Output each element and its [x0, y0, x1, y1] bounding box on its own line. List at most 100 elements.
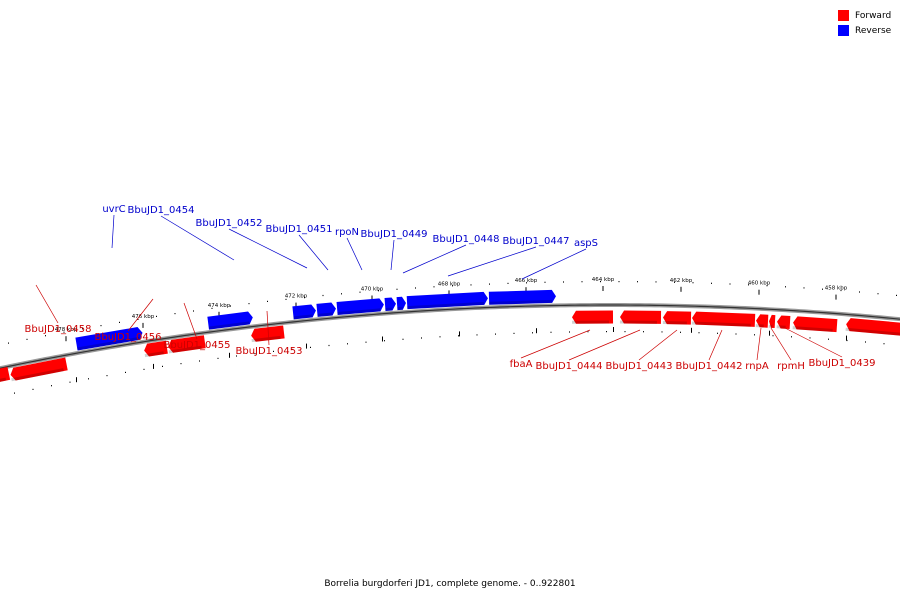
forward-gene-6-label: BbuJD1_0443 [605, 361, 672, 372]
scale-dot-bottom [661, 331, 663, 333]
reverse-gene-7-leader [447, 246, 537, 277]
reverse-gene-0449b [396, 296, 406, 311]
tick-label: 462 kbp [670, 278, 693, 284]
reverse-gene-1-leader [160, 215, 235, 261]
reverse-gene-5-leader [390, 239, 395, 271]
forward-gene-3-leader [266, 310, 270, 346]
legend-forward: Forward [838, 10, 891, 21]
scale-dot-top [748, 284, 749, 286]
scale-dot-bottom [402, 338, 404, 340]
scale-dot-top [840, 289, 842, 292]
tick-mark-top [525, 287, 527, 293]
scale-dot-top [729, 283, 731, 285]
reverse-gene-rpoN-arrow [336, 298, 384, 315]
forward-gene-0442-arrow [692, 311, 756, 327]
tick-mark-bottom [76, 377, 77, 383]
tick-label: 478 kbp [55, 327, 78, 333]
forward-gene-0459-arrow [0, 366, 11, 383]
reverse-gene-rpoN-shade [337, 308, 381, 315]
legend-reverse-label: Reverse [855, 25, 892, 36]
scale-dot-bottom [587, 331, 589, 333]
tick-mark-top [758, 289, 760, 295]
genome-backbone-core [0, 304, 900, 369]
tick-label: 460 kbp [748, 281, 771, 287]
forward-gene-0453-arrow [251, 325, 285, 342]
forward-gene-0458 [10, 357, 68, 382]
scale-dot-bottom [883, 343, 885, 345]
reverse-gene-0451-arrow [316, 302, 336, 317]
reverse-gene-0449b-arrow [396, 296, 406, 311]
tick-mark-top [602, 286, 604, 291]
scale-dot-bottom [384, 340, 385, 342]
genome-caption: Borrelia burgdorferi JD1, complete genom… [324, 579, 576, 589]
reverse-gene-7-label: BbuJD1_0447 [502, 236, 569, 247]
reverse-gene-uvrC [75, 327, 143, 351]
tick-mark-bottom [153, 363, 154, 369]
scale-dot-top [378, 290, 379, 292]
reverse-gene-0447-arrow [488, 289, 556, 305]
scale-dot-top [507, 282, 509, 284]
tick-label: 474 kbp [208, 303, 231, 309]
scale-dot-top [711, 282, 712, 284]
forward-gene-rnpA-arrow [756, 314, 769, 328]
forward-gene-0443-shade [662, 320, 687, 325]
forward-gene-0439-shade [792, 326, 833, 332]
reverse-gene-2-leader [228, 228, 308, 269]
reverse-gene-4-leader [346, 237, 363, 271]
reverse-gene-3-leader [298, 234, 329, 271]
scale-dot-top [8, 342, 9, 344]
scale-dot-top [137, 318, 139, 320]
forward-gene-10-label: BbuJD1_0439 [808, 358, 875, 369]
forward-gene-0443-arrow [663, 311, 692, 325]
forward-gene-0-leader [35, 284, 59, 324]
scale-dot-bottom [624, 331, 626, 333]
scale-dot-bottom [809, 337, 811, 339]
tick-mark-bottom [769, 330, 770, 336]
tick-mark-top [295, 302, 297, 308]
scale-dot-top [618, 281, 620, 283]
tick-label: 468 kbp [438, 281, 461, 287]
scale-dot-bottom [291, 348, 293, 350]
forward-gene-0458-shade [11, 368, 64, 382]
scale-dot-bottom [217, 357, 219, 359]
tick-mark-bottom [382, 336, 383, 342]
scale-dot-top [859, 291, 860, 293]
reverse-gene-0449a-shade [385, 307, 393, 311]
scale-dot-top [322, 294, 324, 297]
forward-gene-8-leader [756, 327, 762, 361]
forward-gene-0456-arrow [144, 340, 168, 357]
reverse-gene-0448-shade [407, 301, 485, 310]
tick-label: 470 kbp [361, 287, 384, 293]
scale-dot-top [193, 310, 194, 312]
forward-gene-0455-shade [168, 345, 202, 354]
forward-gene-fbaA-arrow [572, 310, 614, 324]
forward-gene-rnpA [755, 314, 769, 328]
forward-gene-5-leader [568, 329, 641, 361]
scale-dot-bottom [162, 365, 163, 367]
tick-label: 476 kbp [132, 314, 155, 320]
tick-mark-top [218, 311, 220, 317]
scale-dot-top [452, 285, 453, 287]
tick-mark-top [680, 286, 682, 292]
reverse-gene-0454-arrow [207, 311, 253, 330]
reverse-gene-uvrC-shade [77, 336, 140, 351]
scale-dot-top [470, 284, 472, 286]
reverse-gene-1-label: BbuJD1_0454 [127, 205, 194, 216]
forward-gene-0455-arrow [168, 335, 206, 353]
reverse-gene-0452 [292, 304, 316, 320]
forward-gene-0456 [144, 340, 168, 358]
tick-label: 464 kbp [592, 277, 615, 283]
tick-mark-bottom [613, 327, 614, 332]
forward-gene-0-label: BbuJD1_0458 [24, 324, 91, 335]
forward-gene-0442 [691, 311, 756, 327]
scale-dot-bottom [69, 381, 71, 383]
reverse-gene-8-label: aspS [574, 238, 598, 249]
reverse-gene-0451 [316, 302, 336, 317]
scale-dot-top [211, 307, 213, 309]
reverse-gene-0449a [384, 297, 396, 311]
scale-dot-top [100, 325, 102, 327]
scale-dot-top [341, 293, 342, 295]
forward-gene-9-leader [770, 327, 792, 361]
forward-gene-0453-shade [251, 335, 281, 343]
